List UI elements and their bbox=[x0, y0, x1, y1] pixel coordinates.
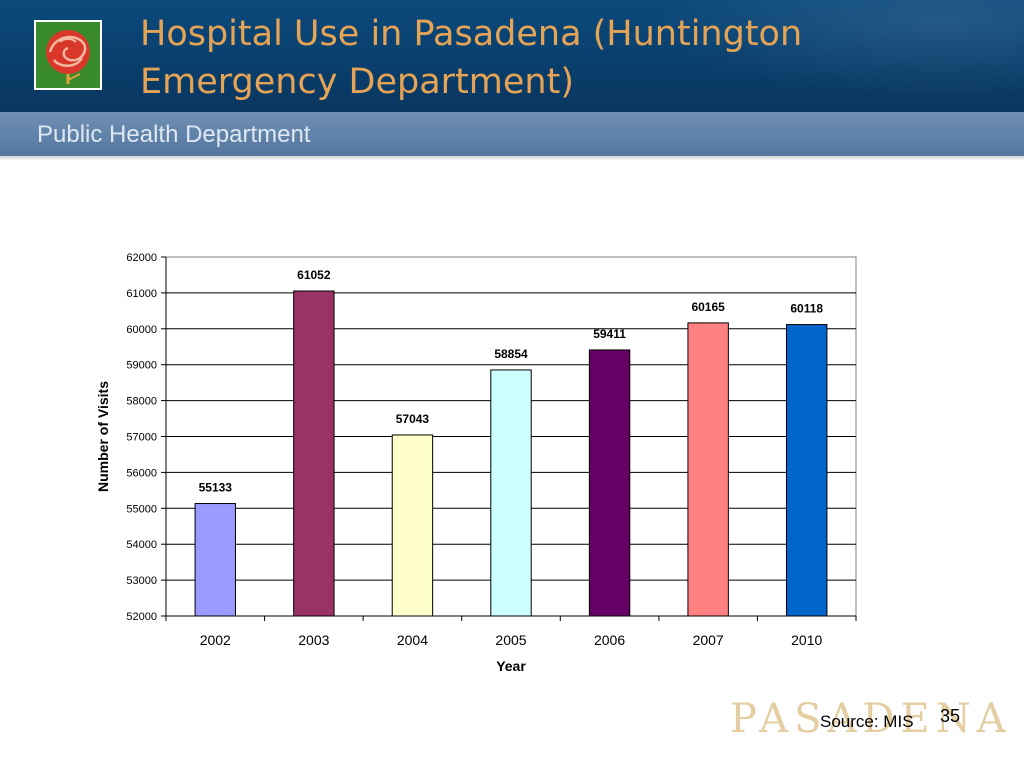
x-tick-label-2003: 2003 bbox=[298, 632, 329, 648]
header-band bbox=[0, 0, 1024, 112]
y-tick-label: 61000 bbox=[126, 288, 157, 300]
x-tick-label-2006: 2006 bbox=[594, 632, 625, 648]
data-label-2005: 58854 bbox=[494, 347, 528, 361]
data-label-2004: 57043 bbox=[396, 412, 430, 426]
bar-2004 bbox=[391, 434, 434, 617]
y-tick-label: 54000 bbox=[126, 539, 157, 551]
data-label-2002: 55133 bbox=[199, 481, 233, 495]
data-label-2007: 60165 bbox=[691, 300, 725, 314]
bar-2002 bbox=[194, 503, 236, 617]
bar-2003 bbox=[293, 290, 335, 617]
x-axis-title: Year bbox=[496, 658, 526, 674]
y-tick-label: 58000 bbox=[126, 396, 157, 408]
x-tick-label-2002: 2002 bbox=[200, 632, 231, 648]
rose-logo-icon bbox=[34, 20, 102, 90]
page-number: 35 bbox=[940, 706, 961, 726]
bar-2010 bbox=[786, 324, 828, 617]
y-tick-label: 53000 bbox=[126, 575, 157, 587]
bar-2006 bbox=[588, 349, 631, 617]
x-tick-label-2007: 2007 bbox=[693, 632, 724, 648]
y-tick-label: 52000 bbox=[126, 611, 157, 623]
y-tick-label: 57000 bbox=[126, 432, 157, 444]
data-label-2006: 59411 bbox=[593, 327, 626, 341]
source-note: Source: MIS bbox=[820, 712, 914, 731]
subheader-band bbox=[0, 112, 1024, 156]
page-subtitle: Public Health Department bbox=[37, 121, 311, 148]
y-axis-title: Number of Visits bbox=[95, 381, 111, 492]
bar-2005 bbox=[490, 369, 532, 617]
y-tick-label: 62000 bbox=[126, 252, 157, 264]
subheader-shadow bbox=[0, 156, 1024, 161]
y-tick-label: 60000 bbox=[126, 324, 157, 336]
data-label-2010: 60118 bbox=[790, 302, 823, 316]
x-tick-label-2005: 2005 bbox=[495, 632, 526, 648]
y-tick-label: 55000 bbox=[126, 503, 157, 515]
data-label-2003: 61052 bbox=[297, 268, 331, 282]
bar-2007 bbox=[687, 322, 729, 617]
y-tick-label: 56000 bbox=[126, 467, 157, 479]
x-tick-label-2004: 2004 bbox=[397, 632, 428, 648]
y-tick-label: 59000 bbox=[126, 360, 157, 372]
x-tick-label-2010: 2010 bbox=[791, 632, 822, 648]
pasadena-watermark: PASADENA bbox=[730, 696, 1012, 742]
page-title: Hospital Use in Pasadena (Huntington Eme… bbox=[140, 14, 803, 102]
